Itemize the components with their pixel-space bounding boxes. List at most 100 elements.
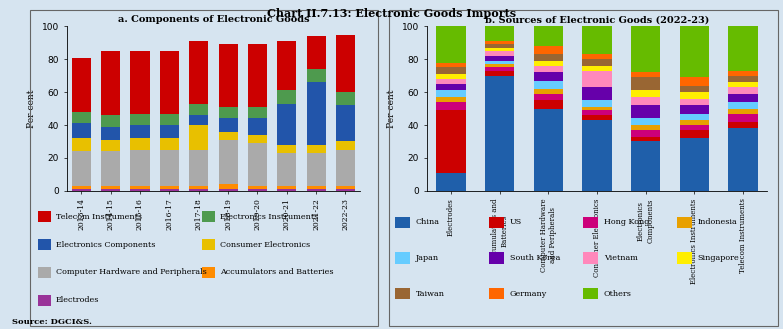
- Bar: [160, 138, 179, 150]
- Bar: [436, 74, 466, 79]
- Bar: [436, 173, 466, 191]
- Bar: [307, 145, 326, 153]
- Bar: [436, 63, 466, 67]
- Bar: [395, 252, 410, 264]
- Text: Electronics Components: Electronics Components: [56, 240, 155, 249]
- Bar: [131, 114, 150, 125]
- Bar: [101, 189, 120, 191]
- Bar: [218, 140, 237, 184]
- Bar: [307, 69, 326, 82]
- Text: Telecom Instruments: Telecom Instruments: [56, 213, 142, 221]
- Bar: [680, 125, 709, 130]
- Bar: [72, 138, 91, 151]
- Bar: [631, 105, 660, 118]
- Bar: [677, 217, 692, 228]
- Text: Electronics Instruments: Electronics Instruments: [221, 213, 319, 221]
- Bar: [336, 150, 355, 186]
- Text: US: US: [510, 218, 522, 226]
- Bar: [631, 141, 660, 191]
- Bar: [72, 189, 91, 191]
- Text: Indonesia: Indonesia: [698, 218, 738, 226]
- Text: South Korea: South Korea: [510, 254, 561, 262]
- Bar: [248, 135, 267, 143]
- Bar: [277, 41, 296, 90]
- Text: Consumer Electronics: Consumer Electronics: [221, 240, 311, 249]
- Bar: [583, 217, 598, 228]
- Bar: [131, 189, 150, 191]
- Bar: [680, 26, 709, 77]
- Text: Computer Hardware and Peripherals: Computer Hardware and Peripherals: [56, 268, 207, 276]
- Bar: [583, 87, 612, 100]
- Bar: [307, 153, 326, 186]
- Bar: [485, 76, 514, 191]
- Bar: [202, 239, 215, 250]
- Bar: [307, 186, 326, 189]
- Bar: [728, 102, 758, 109]
- Bar: [248, 186, 267, 189]
- Text: China: China: [416, 218, 440, 226]
- Bar: [189, 104, 208, 115]
- Text: Others: Others: [604, 290, 632, 298]
- Text: Germany: Germany: [510, 290, 547, 298]
- Bar: [436, 102, 466, 110]
- Bar: [680, 120, 709, 125]
- Bar: [160, 150, 179, 186]
- Y-axis label: Per cent: Per cent: [27, 89, 36, 128]
- Bar: [101, 115, 120, 127]
- Text: Hong Kong: Hong Kong: [604, 218, 649, 226]
- Bar: [680, 138, 709, 191]
- Bar: [534, 89, 563, 94]
- Bar: [277, 189, 296, 191]
- Text: Accumulators and Batteries: Accumulators and Batteries: [221, 268, 334, 276]
- Bar: [728, 94, 758, 102]
- Bar: [485, 48, 514, 51]
- Bar: [218, 132, 237, 140]
- Bar: [728, 71, 758, 76]
- Bar: [631, 125, 660, 130]
- Bar: [485, 51, 514, 56]
- Bar: [72, 58, 91, 112]
- Bar: [218, 118, 237, 132]
- Bar: [218, 184, 237, 189]
- Bar: [534, 66, 563, 72]
- Bar: [489, 288, 504, 299]
- Bar: [38, 267, 51, 278]
- Bar: [395, 288, 410, 299]
- Bar: [160, 114, 179, 125]
- Bar: [680, 114, 709, 120]
- Bar: [101, 186, 120, 189]
- Bar: [583, 71, 612, 87]
- Bar: [160, 51, 179, 114]
- Bar: [336, 141, 355, 150]
- Bar: [202, 267, 215, 278]
- Bar: [728, 76, 758, 82]
- Bar: [189, 125, 208, 150]
- Bar: [534, 46, 563, 54]
- Bar: [489, 217, 504, 228]
- Bar: [248, 189, 267, 191]
- Bar: [336, 189, 355, 191]
- Bar: [38, 294, 51, 306]
- Bar: [218, 44, 237, 107]
- Bar: [534, 94, 563, 100]
- Bar: [485, 41, 514, 44]
- Bar: [101, 151, 120, 186]
- Bar: [534, 72, 563, 81]
- Bar: [436, 84, 466, 90]
- Bar: [72, 186, 91, 189]
- Bar: [583, 66, 612, 71]
- Bar: [534, 81, 563, 89]
- Bar: [160, 189, 179, 191]
- Bar: [38, 211, 51, 222]
- Bar: [631, 90, 660, 97]
- Bar: [583, 107, 612, 110]
- Bar: [534, 54, 563, 61]
- Title: a. Components of Electronic Goods: a. Components of Electronic Goods: [117, 15, 309, 24]
- Bar: [534, 61, 563, 66]
- Bar: [277, 104, 296, 145]
- Bar: [728, 122, 758, 128]
- Bar: [131, 51, 150, 114]
- Bar: [307, 189, 326, 191]
- Bar: [583, 120, 612, 191]
- Bar: [631, 137, 660, 141]
